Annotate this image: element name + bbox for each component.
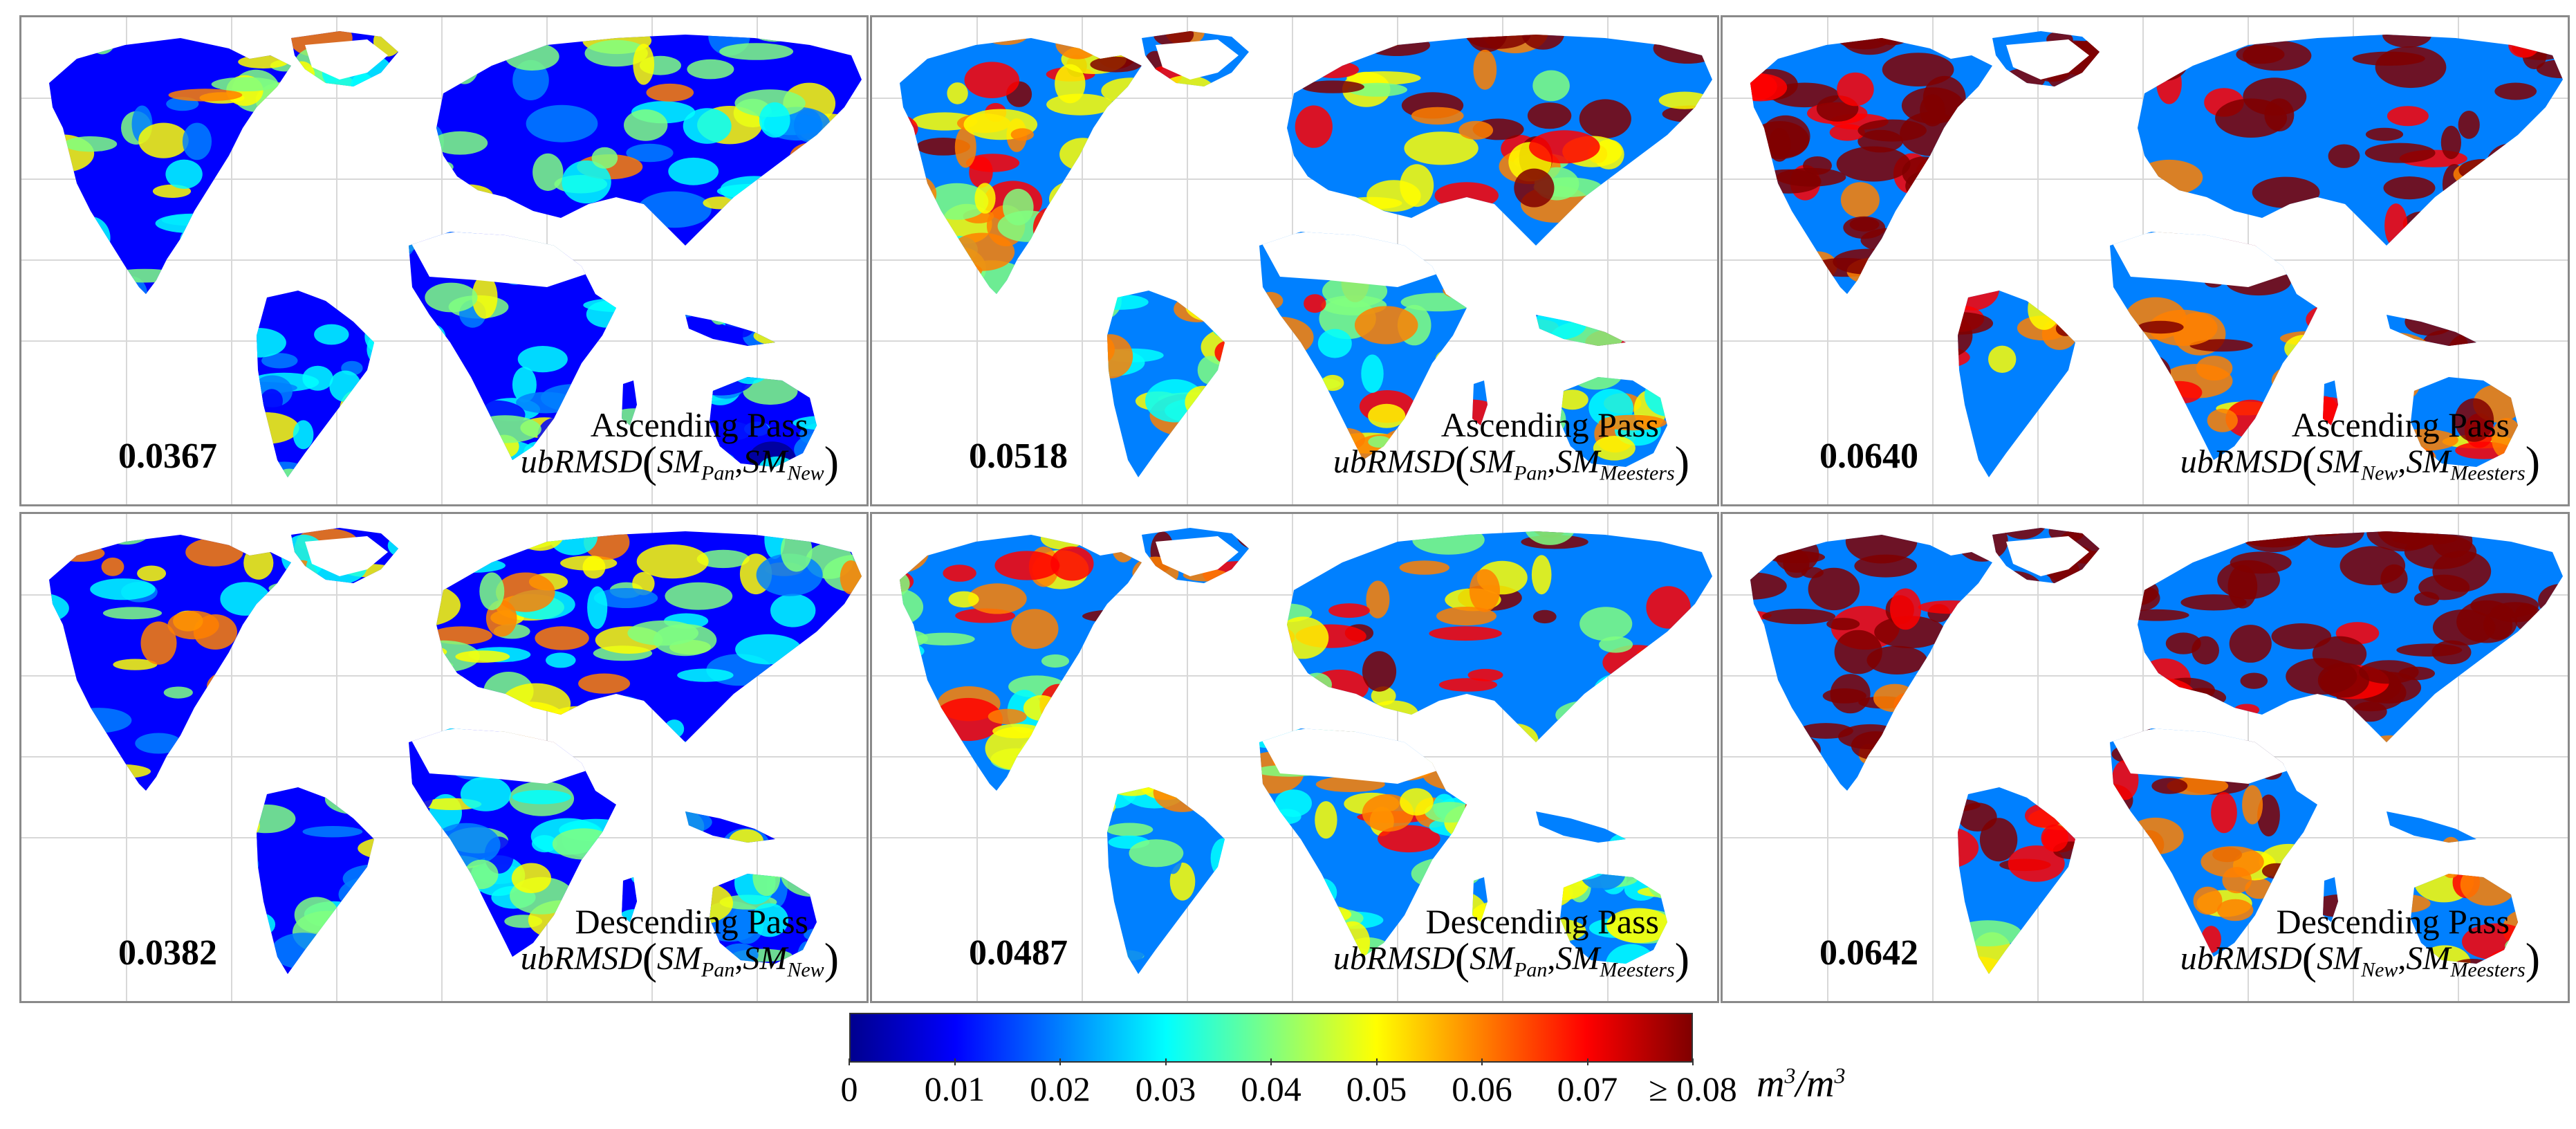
map-panel-2: 0.0518 Ascending Pass ubRMSD(SMPan,SMMeest… (870, 15, 1719, 506)
metric-b: SM (2406, 443, 2451, 480)
world-map (1723, 17, 2568, 504)
colorbar-tickmark (1481, 1058, 1483, 1065)
metric-b: SM (1555, 443, 1600, 480)
metric-a-sub: New (2361, 461, 2398, 485)
colorbar-tickmark (1165, 1058, 1167, 1065)
world-map (21, 514, 867, 1001)
metric-label: ubRMSD(SMPan,SMMeesters) (1333, 934, 1689, 983)
metric-a: SM (657, 940, 702, 977)
mean-value-label: 0.0640 (1819, 437, 1918, 476)
colorbar-tickmark (1270, 1058, 1272, 1065)
colorbar-tick-label: 0.05 (1346, 1070, 1407, 1108)
metric-b: SM (2406, 940, 2451, 977)
metric-a: SM (2317, 940, 2362, 977)
metric-func: ubRMSD (520, 940, 642, 977)
world-map (872, 17, 1717, 504)
colorbar-tickmark (1375, 1058, 1378, 1065)
metric-func: ubRMSD (2180, 443, 2302, 480)
colorbar (849, 1013, 1693, 1063)
colorbar-tick-label: 0.01 (924, 1070, 985, 1108)
metric-a: SM (1470, 940, 1514, 977)
pass-label: Ascending Pass (590, 405, 808, 444)
pass-label: Descending Pass (575, 902, 808, 941)
metric-b-sub: Meesters (1600, 958, 1675, 982)
colorbar-tickmark (1059, 1058, 1061, 1065)
metric-func: ubRMSD (520, 443, 642, 480)
colorbar-tick-label: 0.06 (1452, 1070, 1512, 1108)
map-panel-1: 0.0367 Ascending Pass ubRMSD(SMPan,SMNew) (19, 15, 869, 506)
pass-label: Ascending Pass (1440, 405, 1659, 444)
metric-a: SM (1470, 443, 1514, 480)
colorbar-tick-label: 0 (840, 1070, 858, 1108)
colorbar-tickmark (1586, 1058, 1588, 1065)
metric-func: ubRMSD (1333, 443, 1455, 480)
metric-b-sub: New (787, 958, 824, 982)
pass-label: Descending Pass (1425, 902, 1659, 941)
world-map (21, 17, 867, 504)
metric-b: SM (743, 443, 788, 480)
metric-b-sub: New (787, 461, 824, 485)
mean-value-label: 0.0382 (118, 933, 217, 973)
map-panel-3: 0.0640 Ascending Pass ubRMSD(SMNew,SMMeest… (1721, 15, 2570, 506)
colorbar-tickmark (954, 1058, 956, 1065)
mean-value-label: 0.0642 (1819, 933, 1918, 973)
pass-label: Ascending Pass (2291, 405, 2510, 444)
map-panel-5: 0.0487 Descending Pass ubRMSD(SMPan,SMMees… (870, 512, 1719, 1003)
metric-label: ubRMSD(SMNew,SMMeesters) (2180, 934, 2540, 983)
colorbar-unit: m3/m3 (1757, 1063, 1846, 1105)
colorbar-tickmark (849, 1058, 850, 1065)
metric-a: SM (657, 443, 702, 480)
colorbar-tick-label: 0.02 (1030, 1070, 1091, 1108)
pass-label: Descending Pass (2276, 902, 2510, 941)
metric-label: ubRMSD(SMPan,SMNew) (520, 437, 839, 486)
metric-label: ubRMSD(SMPan,SMNew) (520, 934, 839, 983)
metric-label: ubRMSD(SMPan,SMMeesters) (1333, 437, 1689, 486)
mean-value-label: 0.0518 (969, 437, 1068, 476)
metric-func: ubRMSD (2180, 940, 2302, 977)
colorbar-tick-label: ≥ 0.08 (1649, 1070, 1737, 1108)
metric-func: ubRMSD (1333, 940, 1455, 977)
metric-b-sub: Meesters (2450, 461, 2526, 485)
mean-value-label: 0.0367 (118, 437, 217, 476)
colorbar-tick-label: 0.03 (1135, 1070, 1196, 1108)
metric-a-sub: Pan (1514, 958, 1548, 982)
map-panel-6: 0.0642 Descending Pass ubRMSD(SMNew,SMMees… (1721, 512, 2570, 1003)
metric-a-sub: New (2361, 958, 2398, 982)
metric-label: ubRMSD(SMNew,SMMeesters) (2180, 437, 2540, 486)
colorbar-tick-label: 0.04 (1241, 1070, 1301, 1108)
map-panel-4: 0.0382 Descending Pass ubRMSD(SMPan,SMNew) (19, 512, 869, 1003)
metric-a-sub: Pan (701, 958, 735, 982)
metric-b: SM (743, 940, 788, 977)
colorbar-tickmark (1692, 1058, 1694, 1065)
mean-value-label: 0.0487 (969, 933, 1068, 973)
metric-b-sub: Meesters (2450, 958, 2526, 982)
metric-a-sub: Pan (1514, 461, 1548, 485)
metric-b-sub: Meesters (1600, 461, 1675, 485)
metric-a: SM (2317, 443, 2362, 480)
metric-a-sub: Pan (701, 461, 735, 485)
colorbar-tick-label: 0.07 (1557, 1070, 1618, 1108)
world-map (1723, 514, 2568, 1001)
metric-b: SM (1555, 940, 1600, 977)
world-map (872, 514, 1717, 1001)
